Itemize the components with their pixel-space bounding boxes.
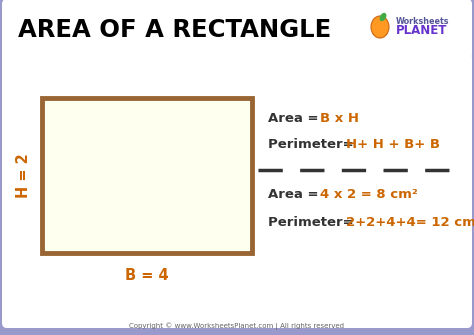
Text: Worksheets: Worksheets	[396, 17, 449, 26]
FancyBboxPatch shape	[2, 0, 472, 59]
Text: AREA OF A RECTANGLE: AREA OF A RECTANGLE	[18, 18, 331, 42]
Ellipse shape	[380, 13, 386, 21]
Text: PLANET: PLANET	[396, 24, 447, 38]
Text: 4 x 2 = 8 cm²: 4 x 2 = 8 cm²	[320, 189, 418, 201]
Text: B = 4: B = 4	[125, 268, 169, 282]
Text: 2+2+4+4= 12 cm: 2+2+4+4= 12 cm	[346, 215, 474, 228]
Text: B x H: B x H	[320, 112, 359, 125]
Ellipse shape	[371, 16, 389, 38]
Text: Perimeter=: Perimeter=	[268, 215, 358, 228]
Text: Area =: Area =	[268, 189, 323, 201]
Text: H+ H + B+ B: H+ H + B+ B	[346, 138, 440, 151]
Text: Copyright © www.WorksheetsPlanet.com | All rights reserved: Copyright © www.WorksheetsPlanet.com | A…	[129, 322, 345, 330]
Text: Perimeter=: Perimeter=	[268, 138, 358, 151]
Text: Area =: Area =	[268, 112, 323, 125]
Text: H = 2: H = 2	[17, 153, 31, 198]
Bar	[42, 98, 252, 253]
FancyBboxPatch shape	[2, 53, 472, 328]
